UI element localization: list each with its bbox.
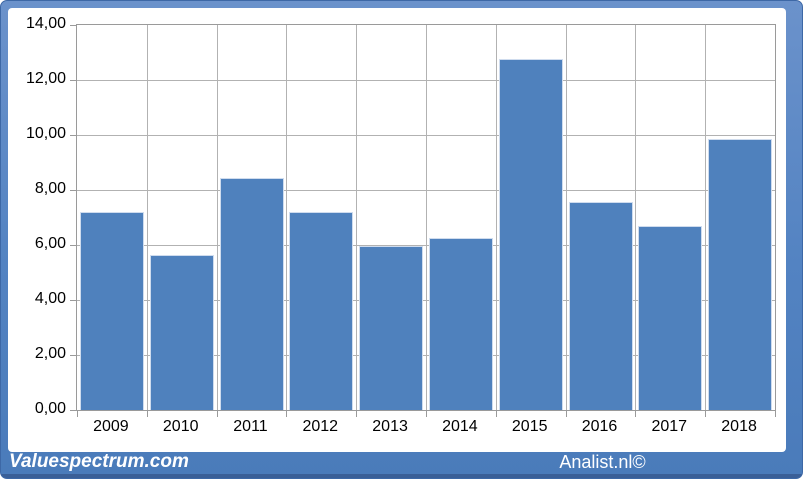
gridline-vertical bbox=[147, 25, 148, 410]
plot-area bbox=[70, 24, 776, 417]
x-tick-label: 2016 bbox=[581, 418, 618, 435]
y-axis-tick bbox=[70, 410, 76, 411]
x-tick-label: 2010 bbox=[162, 418, 199, 435]
y-tick-label: 8,00 bbox=[34, 180, 66, 197]
x-axis-tick bbox=[426, 411, 427, 417]
y-tick-label: 10,00 bbox=[25, 125, 66, 142]
footer-bottom-edge bbox=[1, 474, 802, 478]
x-axis-tick bbox=[217, 411, 218, 417]
x-tick-label: 2012 bbox=[302, 418, 339, 435]
y-tick-label: 6,00 bbox=[34, 235, 66, 252]
gridline-vertical bbox=[286, 25, 287, 410]
y-axis-tick bbox=[70, 300, 76, 301]
x-axis-tick bbox=[705, 411, 706, 417]
y-tick-label: 2,00 bbox=[34, 345, 66, 362]
chart-panel: 0,00 2,00 4,00 6,00 8,00 10,00 12,00 14,00 2009… bbox=[8, 8, 786, 452]
x-tick-label: 2009 bbox=[93, 418, 129, 435]
bar-2014 bbox=[429, 238, 493, 410]
x-tick-label: 2014 bbox=[442, 418, 478, 435]
y-axis-tick bbox=[70, 245, 76, 246]
x-axis-tick bbox=[635, 411, 636, 417]
gridline-vertical bbox=[705, 25, 706, 410]
x-tick-label: 2018 bbox=[721, 418, 757, 435]
bar-2010 bbox=[150, 255, 214, 410]
x-tick-label: 2015 bbox=[511, 418, 548, 435]
x-tick-label: 2013 bbox=[372, 418, 408, 435]
y-tick-label: 0,00 bbox=[34, 400, 66, 417]
x-axis-tick bbox=[356, 411, 357, 417]
y-axis-tick bbox=[70, 355, 76, 356]
x-axis-tick bbox=[566, 411, 567, 417]
y-axis-tick bbox=[70, 135, 76, 136]
bar-2011 bbox=[220, 178, 284, 410]
footer-strip: Valuespectrum.com Analist.nl© bbox=[1, 450, 802, 478]
y-tick-label: 12,00 bbox=[25, 70, 66, 87]
y-axis-tick bbox=[70, 190, 76, 191]
gridline-vertical bbox=[356, 25, 357, 410]
gridline-vertical bbox=[217, 25, 218, 410]
bar-2009 bbox=[80, 212, 144, 410]
valuespectrum-watermark: Valuespectrum.com bbox=[9, 451, 189, 472]
bar-2016 bbox=[569, 202, 633, 410]
x-axis-tick bbox=[496, 411, 497, 417]
gridline-vertical bbox=[426, 25, 427, 410]
gridline-vertical bbox=[566, 25, 567, 410]
x-tick-label: 2017 bbox=[651, 418, 688, 435]
x-axis-tick bbox=[775, 411, 776, 417]
x-tick-label: 2011 bbox=[233, 418, 268, 435]
y-tick-label: 4,00 bbox=[34, 290, 66, 307]
bar-2012 bbox=[289, 212, 353, 410]
x-axis-tick bbox=[286, 411, 287, 417]
bar-2013 bbox=[359, 246, 423, 410]
bar-2018 bbox=[708, 139, 772, 410]
analist-copyright: Analist.nl© bbox=[559, 452, 646, 472]
y-tick-label: 14,00 bbox=[25, 15, 66, 32]
y-axis-tick bbox=[70, 80, 76, 81]
gridline-vertical bbox=[635, 25, 636, 410]
gridline-vertical bbox=[496, 25, 497, 410]
x-axis-tick bbox=[77, 411, 78, 417]
x-axis-tick bbox=[147, 411, 148, 417]
bar-2015 bbox=[499, 59, 563, 410]
y-axis-tick bbox=[70, 25, 76, 26]
bar-2017 bbox=[638, 226, 702, 410]
